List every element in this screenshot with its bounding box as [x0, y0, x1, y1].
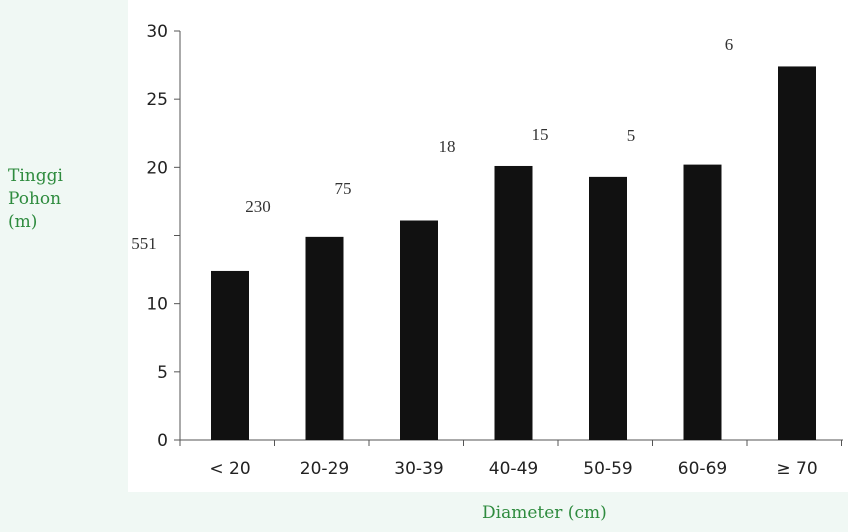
y-axis-label-line-3: (m) — [8, 212, 38, 232]
bar-3 — [400, 220, 438, 440]
bar-1 — [211, 270, 249, 440]
y-tick-label: 0 — [157, 431, 168, 451]
x-tick-label: ≥ 70 — [776, 459, 817, 479]
x-tick-label: 50-59 — [583, 459, 632, 479]
x-tick-label: 60-69 — [678, 459, 727, 479]
x-tick-label: 20-29 — [300, 459, 349, 479]
x-tick-label: < 20 — [209, 459, 250, 479]
chart-panel: 0 5 10 20 25 30 < 20 20-29 30-39 40-49 50-59 60-69 ≥… — [128, 0, 848, 492]
bar-count-annotation: 6 — [725, 35, 734, 54]
y-tick-label: 10 — [146, 295, 168, 315]
bar-6 — [683, 164, 722, 440]
y-tick-label: 25 — [146, 90, 168, 110]
y-axis-label-line-2: Pohon — [8, 189, 62, 209]
bar-count-annotation: 551 — [131, 234, 157, 253]
bar-count-annotation: 15 — [532, 125, 549, 144]
bar-count-annotation: 230 — [245, 197, 271, 216]
bar-2 — [305, 236, 344, 440]
bar-5 — [589, 176, 627, 441]
x-tick-label: 30-39 — [394, 459, 443, 479]
bar-7 — [778, 66, 816, 441]
y-tick-label: 5 — [157, 363, 168, 383]
y-tick-label: 30 — [146, 22, 168, 42]
bar-4 — [494, 165, 533, 440]
x-tick-label: 40-49 — [489, 459, 538, 479]
x-axis-label: Diameter (cm) — [482, 503, 607, 523]
bar-count-annotation: 5 — [627, 126, 636, 145]
bar-count-annotation: 75 — [335, 179, 352, 198]
y-tick-label: 20 — [146, 158, 168, 178]
bar-count-annotation: 18 — [439, 137, 456, 156]
y-axis-label-line-1: Tinggi — [8, 166, 63, 186]
bar-chart: 0 5 10 20 25 30 < 20 20-29 30-39 40-49 50-59 60-69 ≥… — [131, 22, 843, 479]
